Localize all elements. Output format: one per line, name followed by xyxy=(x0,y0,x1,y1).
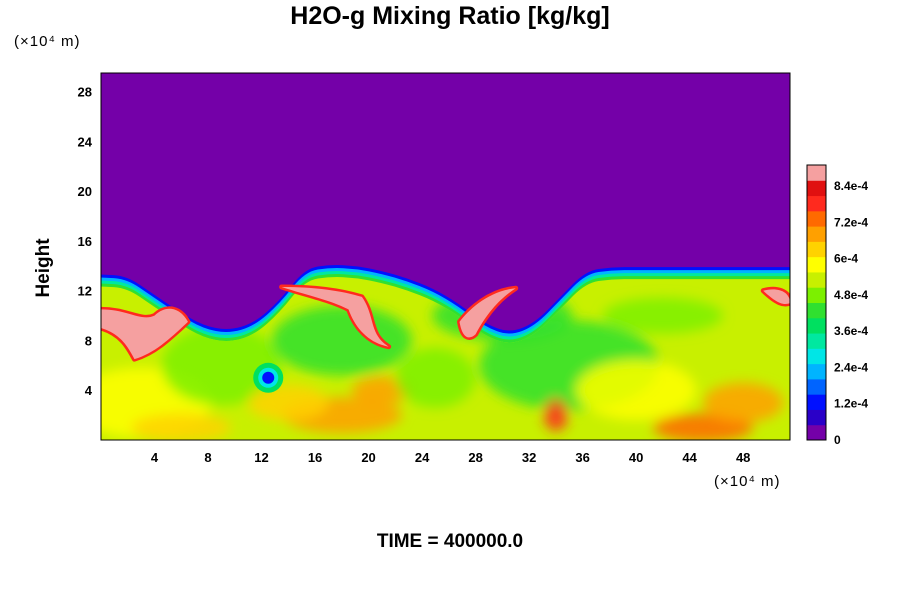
colorbar-tick-label: 3.6e-4 xyxy=(834,324,868,338)
colorbar-tick-label: 7.2e-4 xyxy=(834,215,868,229)
colorbar-segment xyxy=(807,287,826,303)
colorbar-tick-label: 4.8e-4 xyxy=(834,288,868,302)
chart-title: H2O-g Mixing Ratio [kg/kg] xyxy=(290,2,610,30)
x-tick-label: 44 xyxy=(682,450,697,465)
colorbar-segment xyxy=(807,363,826,380)
saturated-pocket-3 xyxy=(763,289,790,305)
y-tick-label: 4 xyxy=(85,383,93,398)
y-tick-label: 8 xyxy=(85,333,92,348)
colorbar-segment xyxy=(807,256,826,273)
moist-blob-9 xyxy=(543,399,568,432)
y-axis-label: Height xyxy=(33,238,54,298)
colorbar-segment xyxy=(807,394,826,410)
x-tick-label: 12 xyxy=(254,450,268,465)
colorbar-segment xyxy=(807,378,826,395)
moist-texture xyxy=(101,290,784,440)
x-tick-label: 16 xyxy=(308,450,322,465)
colorbar-segment xyxy=(807,302,826,319)
colorbar-segment xyxy=(807,409,826,426)
y-axis-unit: (×10⁴ m) xyxy=(14,33,81,50)
moist-blob-8 xyxy=(703,382,784,423)
colorbar-segment xyxy=(807,241,826,258)
x-tick-label: 20 xyxy=(361,450,375,465)
colorbar-tick-label: 2.4e-4 xyxy=(834,360,868,374)
colorbar-tick-label: 0 xyxy=(834,433,841,447)
y-tick-label: 12 xyxy=(78,284,92,299)
x-tick-label: 8 xyxy=(204,450,211,465)
moist-blob-2 xyxy=(271,305,412,376)
y-tick-label: 28 xyxy=(78,85,92,100)
x-tick-label: 4 xyxy=(151,450,159,465)
colorbar-segment xyxy=(807,317,826,334)
colorbar-segment xyxy=(807,210,826,227)
colorbar-segment xyxy=(807,333,826,349)
colorbar-segment xyxy=(807,180,826,197)
x-tick-label: 36 xyxy=(575,450,589,465)
y-tick-label: 16 xyxy=(78,234,92,249)
colorbar-tick-label: 8.4e-4 xyxy=(834,179,868,193)
colorbar-frame xyxy=(806,164,827,441)
colorbar-segment xyxy=(807,165,826,181)
moist-blob-14 xyxy=(248,384,329,421)
colorbar-segment xyxy=(807,271,826,288)
time-label: TIME = 400000.0 xyxy=(376,531,524,552)
colorbar-segment xyxy=(807,195,826,212)
saturated-pocket-1 xyxy=(281,286,389,347)
colorbar-tick-label: 1.2e-4 xyxy=(834,397,868,411)
x-tick-label: 40 xyxy=(629,450,643,465)
vortex-core xyxy=(262,371,275,384)
x-tick-label: 28 xyxy=(468,450,482,465)
moist-blob-11 xyxy=(602,297,723,334)
colorbar-segment xyxy=(807,226,826,242)
colorbar-segment xyxy=(807,348,826,365)
moist-blob-1 xyxy=(161,325,282,406)
x-tick-label: 32 xyxy=(522,450,536,465)
saturated-pocket-0 xyxy=(101,308,188,360)
plot-frame xyxy=(100,72,791,441)
saturated-pocket-2 xyxy=(459,288,516,338)
y-tick-label: 20 xyxy=(78,184,92,199)
colorbar-tick-label: 6e-4 xyxy=(834,252,858,266)
moist-blob-6 xyxy=(576,360,697,421)
x-tick-label: 24 xyxy=(415,450,430,465)
moist-blob-13 xyxy=(395,347,476,408)
colorbar-segment xyxy=(807,424,826,441)
moist-blob-12 xyxy=(131,413,232,440)
y-tick-label: 24 xyxy=(78,134,93,149)
x-axis-unit: (×10⁴ m) xyxy=(714,473,781,490)
x-tick-label: 48 xyxy=(736,450,750,465)
